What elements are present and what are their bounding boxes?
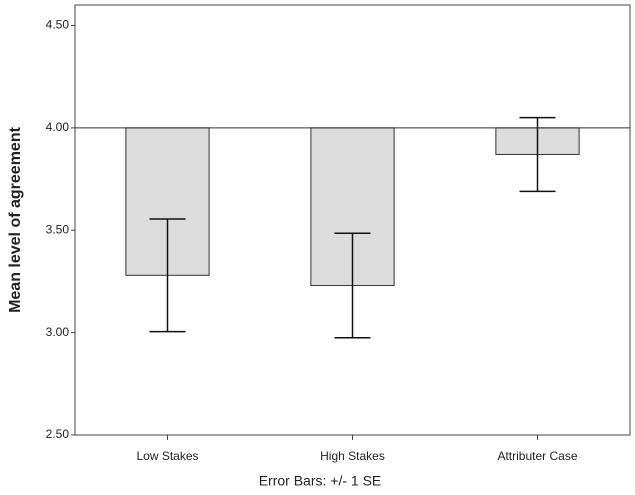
x-tick-label: High Stakes (320, 449, 385, 463)
x-axis-label: Error Bars: +/- 1 SE (259, 473, 382, 489)
x-tick-label: Low Stakes (136, 449, 198, 463)
y-tick-label: 4.50 (46, 18, 70, 32)
y-axis-label: Mean level of agreement (7, 126, 24, 313)
y-tick-label: 2.50 (46, 427, 70, 441)
error-bar (519, 116, 556, 193)
y-tick-label: 3.50 (46, 222, 70, 236)
error-bar (334, 232, 371, 339)
x-tick-label: Attributer Case (497, 449, 577, 463)
y-tick-label: 4.00 (46, 120, 70, 134)
error-bar (149, 218, 186, 333)
y-tick-label: 3.00 (46, 325, 70, 339)
